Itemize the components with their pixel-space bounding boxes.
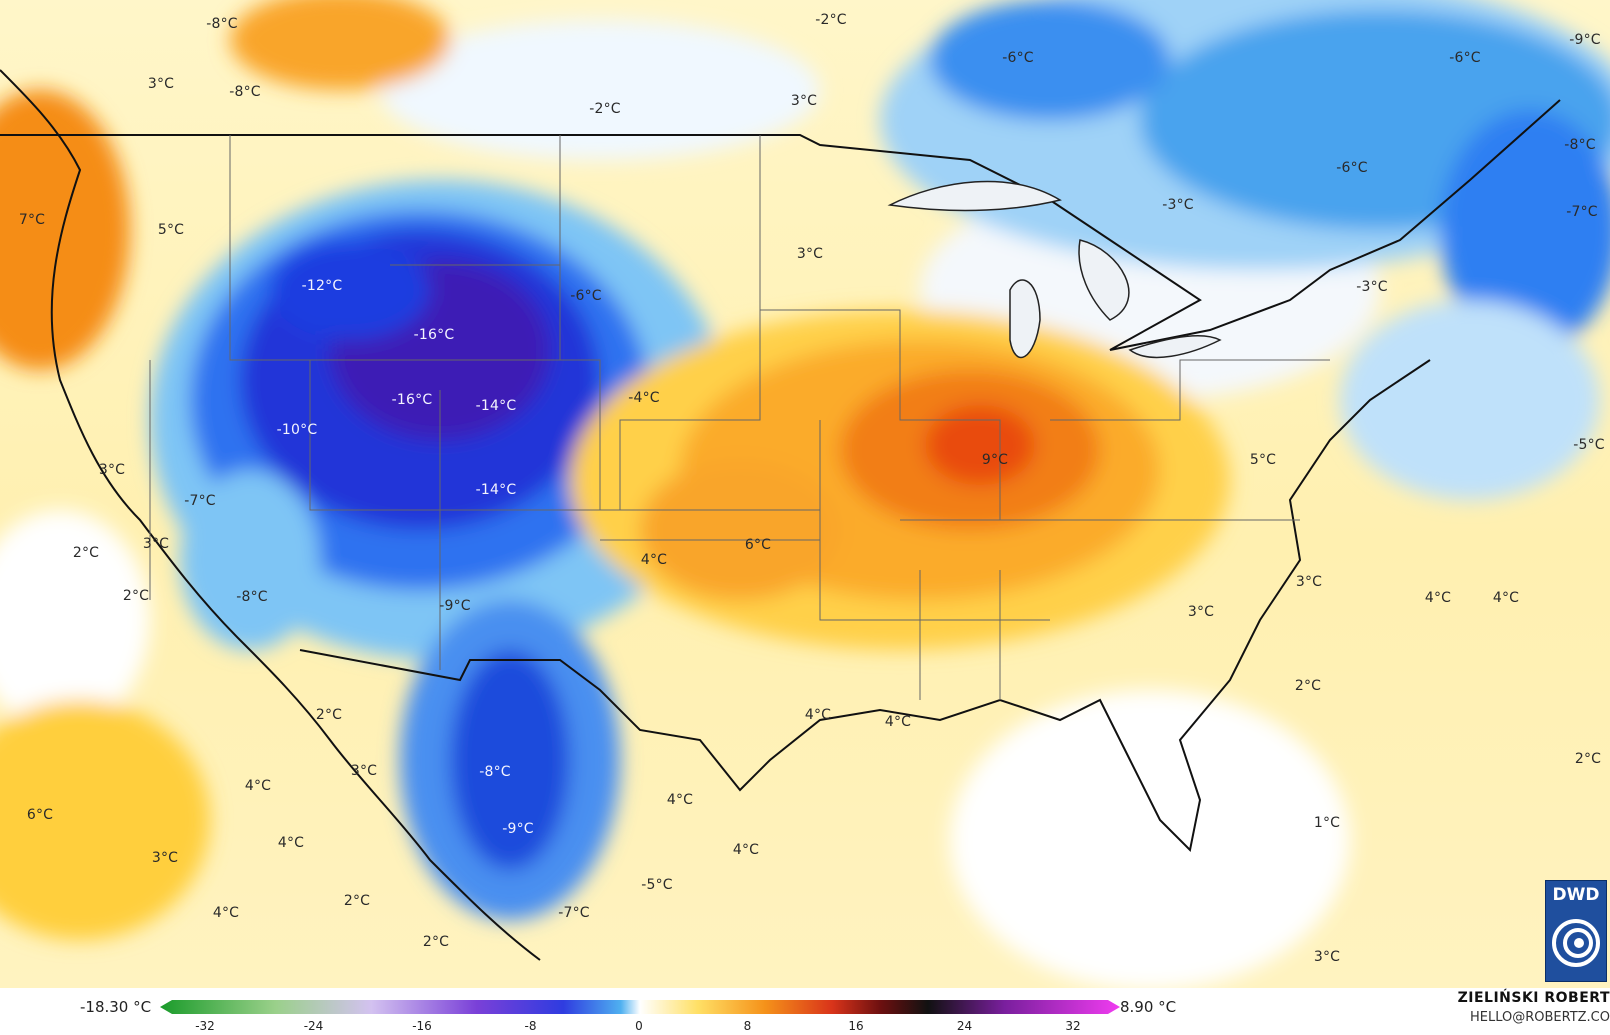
coastline-lines (0, 69, 1561, 961)
temperature-label: 2°C (422, 934, 450, 950)
temperature-label: 2°C (315, 707, 343, 723)
temperature-label: -14°C (475, 398, 517, 414)
temperature-label: -8°C (206, 16, 238, 32)
temperature-label: 2°C (72, 545, 100, 561)
temperature-label: -7°C (1566, 204, 1598, 220)
dwd-logo: DWD (1545, 880, 1607, 982)
temperature-label: -2°C (815, 12, 847, 28)
map-fill-layer (0, 0, 1610, 988)
temperature-label: -6°C (1449, 50, 1481, 66)
temperature-anomaly-map: -8°C 3°C -8°C -2°C -2°C 3°C -6°C -6°C -9°C -8°C -6… (0, 0, 1610, 988)
temperature-label: -4°C (628, 390, 660, 406)
temperature-label: -7°C (184, 493, 216, 509)
temperature-label: -6°C (570, 288, 602, 304)
temperature-label: 4°C (1424, 590, 1452, 606)
temperature-label: -9°C (1569, 32, 1601, 48)
author-email: HELLO@ROBERTZ.CO (1469, 1010, 1610, 1025)
color-scale-tick: -8 (524, 1019, 537, 1033)
temperature-label: -5°C (1573, 437, 1605, 453)
temperature-label: 1°C (1313, 815, 1341, 831)
temperature-label: -3°C (1162, 197, 1194, 213)
color-scale-tick: 32 (1065, 1019, 1081, 1033)
temperature-label: 3°C (98, 462, 126, 478)
temperature-label: -3°C (1356, 279, 1388, 295)
great-lakes (887, 180, 1222, 359)
color-scale-tick: 8 (743, 1019, 752, 1033)
temperature-label: 3°C (151, 850, 179, 866)
temperature-label: 4°C (1492, 590, 1520, 606)
temperature-label: -6°C (1336, 160, 1368, 176)
temperature-label: -10°C (276, 422, 318, 438)
temperature-label: 3°C (350, 763, 378, 779)
temperature-label: 3°C (1295, 574, 1323, 590)
dwd-logo-text: DWD (1552, 885, 1600, 905)
temperature-label: 6°C (744, 537, 772, 553)
temperature-label: 5°C (157, 222, 185, 238)
temperature-label: 2°C (343, 893, 371, 909)
temperature-label: -8°C (229, 84, 261, 100)
temperature-label: -16°C (391, 392, 433, 408)
legend-min-value: -18.30 °C (80, 998, 152, 1016)
temperature-label: -6°C (1002, 50, 1034, 66)
color-scale-tick: -24 (303, 1019, 324, 1033)
swirl-icon (1552, 919, 1600, 967)
temperature-label: 3°C (790, 93, 818, 109)
color-scale-tick: 24 (956, 1019, 973, 1033)
temperature-label: -16°C (413, 327, 455, 343)
legend-max-value: 8.90 °C (1120, 998, 1177, 1016)
temperature-label: 6°C (26, 807, 54, 823)
temperature-label: -8°C (479, 764, 511, 780)
temperature-label: -8°C (1564, 137, 1596, 153)
color-scale-tick: -32 (195, 1019, 215, 1033)
color-scale-tick: 0 (635, 1019, 643, 1033)
color-scale-tick: 16 (848, 1019, 864, 1033)
temperature-label: 7°C (18, 212, 46, 228)
temperature-label: 2°C (122, 588, 150, 604)
temperature-label: -5°C (641, 877, 673, 893)
temperature-label: 4°C (884, 714, 912, 730)
temperature-label: -2°C (589, 101, 621, 117)
temperature-label: -14°C (475, 482, 517, 498)
temperature-label: 4°C (640, 552, 668, 568)
temperature-label: -7°C (558, 905, 590, 921)
author-name: ZIELIŃSKI ROBERT (1457, 990, 1610, 1006)
temperature-label: 4°C (212, 905, 240, 921)
temperature-label: -9°C (439, 598, 471, 614)
temperature-label: 3°C (147, 76, 175, 92)
state-border-lines (149, 135, 1330, 700)
temperature-label: -8°C (236, 589, 268, 605)
temperature-label: 3°C (796, 246, 824, 262)
temperature-label: 4°C (804, 707, 832, 723)
temperature-label: 3°C (1187, 604, 1215, 620)
temperature-label: -9°C (502, 821, 534, 837)
temperature-label: 2°C (1574, 751, 1602, 767)
temperature-label: 4°C (277, 835, 305, 851)
color-scale-tick: -16 (412, 1019, 432, 1033)
temperature-label: 2°C (1294, 678, 1322, 694)
temperature-label: 4°C (666, 792, 694, 808)
temperature-label: 3°C (142, 536, 170, 552)
temperature-label: 5°C (1249, 452, 1277, 468)
temperature-label: 9°C (981, 452, 1009, 468)
color-scale (160, 1000, 1120, 1014)
temperature-label: 4°C (244, 778, 272, 794)
temperature-label: 3°C (1313, 949, 1341, 965)
temperature-label: -12°C (301, 278, 343, 294)
temperature-label: 4°C (732, 842, 760, 858)
